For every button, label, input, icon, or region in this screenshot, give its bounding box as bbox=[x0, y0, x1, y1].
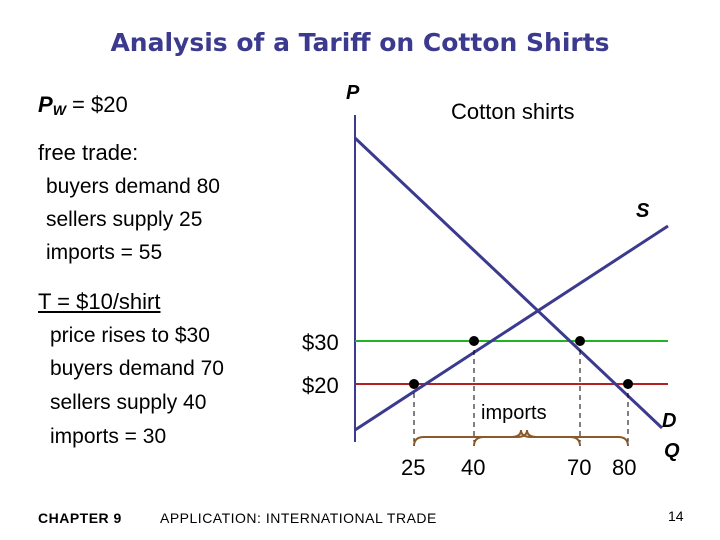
demand-curve bbox=[353, 136, 664, 430]
tariff-line: buyers demand 70 bbox=[50, 357, 224, 380]
imports-label: imports bbox=[481, 402, 547, 424]
world-price: PW = $20 bbox=[38, 92, 128, 118]
quantity-label-80: 80 bbox=[612, 455, 637, 480]
x-axis-label: Q bbox=[664, 440, 680, 462]
slide-title: Analysis of a Tariff on Cotton Shirts bbox=[110, 28, 610, 57]
diagram-caption: Cotton shirts bbox=[451, 99, 575, 124]
demand-label: D bbox=[662, 410, 677, 432]
supply-curve bbox=[354, 224, 669, 432]
footer-chapter: CHAPTER 9 bbox=[38, 510, 122, 526]
point-demand-80 bbox=[623, 379, 633, 389]
free-trade-heading: free trade: bbox=[38, 140, 139, 165]
free-trade-line: sellers supply 25 bbox=[46, 208, 203, 231]
tariff-line: price rises to $30 bbox=[50, 324, 210, 347]
point-supply-40 bbox=[469, 336, 479, 346]
quantity-label-70: 70 bbox=[567, 455, 592, 480]
price-label-30: $30 bbox=[302, 330, 339, 355]
world-price-value: = $20 bbox=[65, 92, 128, 117]
tariff-line: sellers supply 40 bbox=[50, 391, 207, 414]
imports-brace-free-trade bbox=[413, 429, 629, 447]
free-trade-line: buyers demand 80 bbox=[46, 175, 220, 198]
tariff-heading: T = $10/shirt bbox=[38, 289, 161, 314]
price-label-20: $20 bbox=[302, 373, 339, 398]
footer-subtitle: APPLICATION: INTERNATIONAL TRADE bbox=[160, 510, 437, 526]
imports-brace-tariff bbox=[473, 429, 581, 447]
point-supply-25 bbox=[409, 379, 419, 389]
tariff-line: imports = 30 bbox=[50, 425, 167, 448]
quantity-label-40: 40 bbox=[461, 455, 486, 480]
world-price-subscript: W bbox=[52, 102, 66, 118]
supply-label: S bbox=[636, 200, 650, 222]
world-price-symbol: P bbox=[38, 92, 53, 117]
point-demand-70 bbox=[575, 336, 585, 346]
quantity-label-25: 25 bbox=[401, 455, 426, 480]
y-axis-label: P bbox=[346, 82, 360, 104]
free-trade-line: imports = 55 bbox=[46, 241, 163, 264]
page-number: 14 bbox=[668, 508, 684, 524]
